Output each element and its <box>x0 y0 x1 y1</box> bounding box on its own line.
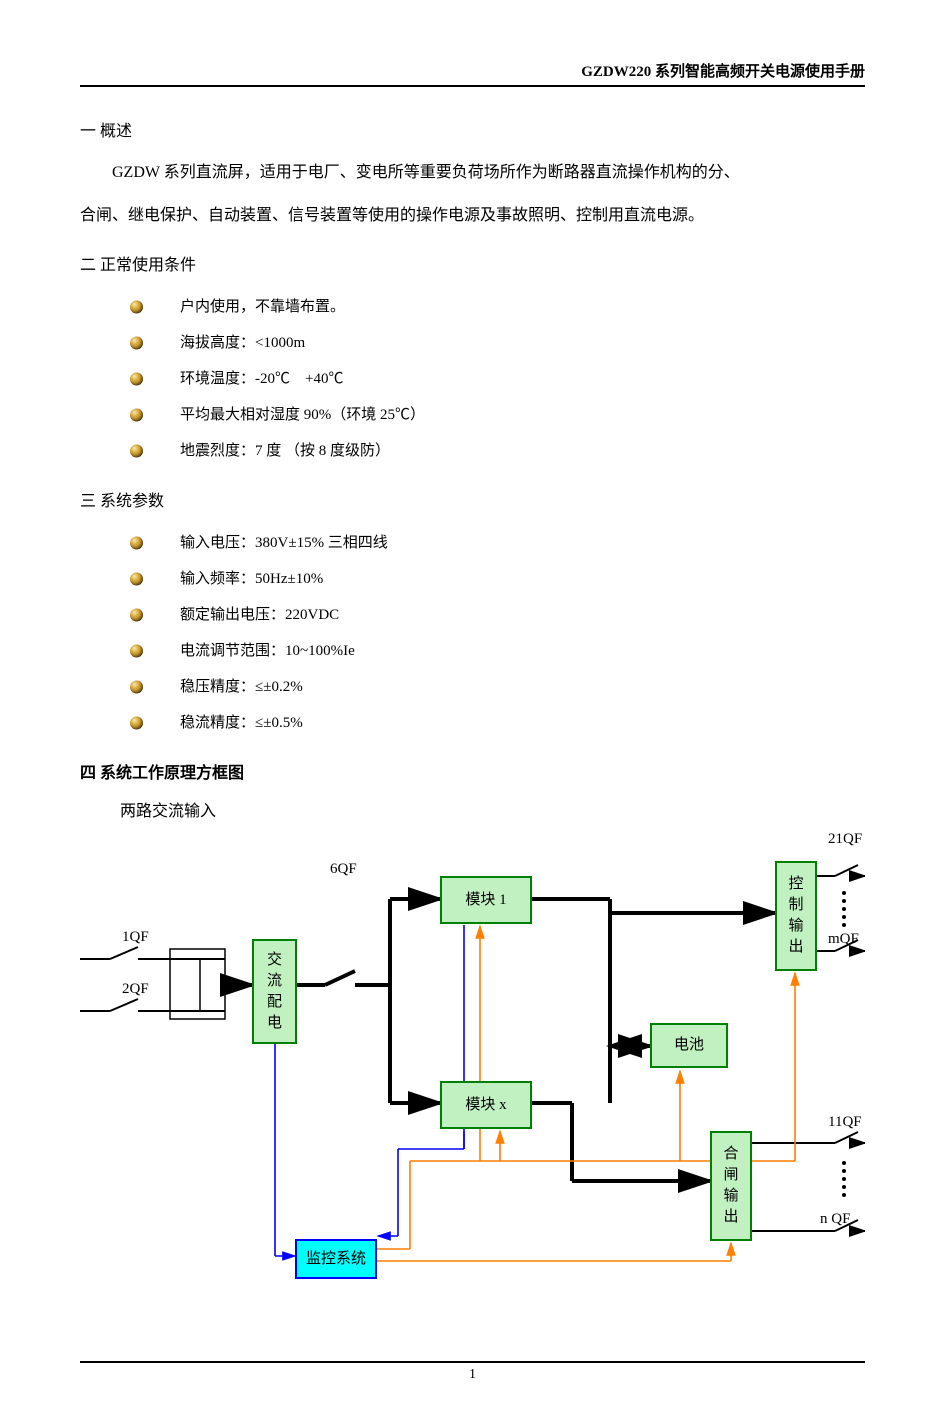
list-item-label: 输入频率：50Hz±10% <box>180 571 323 587</box>
list-item-label: 电流调节范围：10~100%Ie <box>180 643 355 659</box>
section-2-title: 二 正常使用条件 <box>80 251 865 275</box>
list-item: 地震烈度：7 度 （按 8 度级防） <box>130 433 865 469</box>
section-4-title: 四 系统工作原理方框图 <box>80 759 865 783</box>
diagram-caption: 两路交流输入 <box>120 797 865 821</box>
bullet-icon <box>130 445 143 458</box>
list-item-label: 额定输出电压：220VDC <box>180 607 339 623</box>
section-1-p1: GZDW 系列直流屏，适用于电厂、变电所等重要负荷场所作为断路器直流操作机构的分… <box>80 155 865 190</box>
list-item: 电流调节范围：10~100%Ie <box>130 633 865 669</box>
list-item-label: 地震烈度：7 度 （按 8 度级防） <box>180 443 390 459</box>
label-mqf: mQF <box>828 931 859 948</box>
section-2-list: 户内使用，不靠墙布置。 海拔高度：<1000m 环境温度：-20℃ +40℃ 平… <box>130 289 865 469</box>
node-control-output: 控制输出 <box>775 861 817 971</box>
list-item-label: 环境温度：-20℃ +40℃ <box>180 371 343 387</box>
bullet-icon <box>130 373 143 386</box>
list-item-label: 稳流精度：≤±0.5% <box>180 715 303 731</box>
node-module-1: 模块 1 <box>440 876 532 924</box>
section-3-title: 三 系统参数 <box>80 487 865 511</box>
page: GZDW220 系列智能高频开关电源使用手册 一 概述 GZDW 系列直流屏，适… <box>0 0 945 1423</box>
bullet-icon <box>130 301 143 314</box>
list-item: 环境温度：-20℃ +40℃ <box>130 361 865 397</box>
system-block-diagram: 1QF 2QF 6QF 21QF mQF 11QF n QF 交流配电 模块 1… <box>80 831 865 1311</box>
bullet-icon <box>130 717 143 730</box>
header-rule <box>80 85 865 87</box>
bullet-icon <box>130 337 143 350</box>
footer-rule <box>80 1361 865 1363</box>
list-item-label: 海拔高度：<1000m <box>180 335 305 351</box>
label-2qf: 2QF <box>122 981 149 998</box>
list-item: 输入电压：380V±15% 三相四线 <box>130 525 865 561</box>
page-number: 1 <box>80 1367 865 1383</box>
list-item-label: 平均最大相对湿度 90%（环境 25℃） <box>180 407 425 423</box>
list-item: 海拔高度：<1000m <box>130 325 865 361</box>
node-monitor-system: 监控系统 <box>295 1239 377 1279</box>
section-1-title: 一 概述 <box>80 117 865 141</box>
list-item-label: 输入电压：380V±15% 三相四线 <box>180 535 388 551</box>
section-3-list: 输入电压：380V±15% 三相四线 输入频率：50Hz±10% 额定输出电压：… <box>130 525 865 741</box>
label-6qf: 6QF <box>330 861 357 878</box>
bullet-icon <box>130 681 143 694</box>
bullet-icon <box>130 409 143 422</box>
list-item: 稳压精度：≤±0.2% <box>130 669 865 705</box>
header-title: GZDW220 系列智能高频开关电源使用手册 <box>80 60 865 81</box>
label-21qf: 21QF <box>828 831 862 848</box>
list-item-label: 户内使用，不靠墙布置。 <box>180 299 345 315</box>
vdots-icon <box>842 1161 846 1197</box>
list-item: 稳流精度：≤±0.5% <box>130 705 865 741</box>
list-item: 户内使用，不靠墙布置。 <box>130 289 865 325</box>
list-item: 平均最大相对湿度 90%（环境 25℃） <box>130 397 865 433</box>
node-battery: 电池 <box>650 1023 728 1068</box>
list-item: 输入频率：50Hz±10% <box>130 561 865 597</box>
label-nqf: n QF <box>820 1211 850 1228</box>
label-11qf: 11QF <box>828 1114 862 1131</box>
bullet-icon <box>130 573 143 586</box>
list-item-label: 稳压精度：≤±0.2% <box>180 679 303 695</box>
bullet-icon <box>130 645 143 658</box>
node-module-x: 模块 x <box>440 1081 532 1129</box>
list-item: 额定输出电压：220VDC <box>130 597 865 633</box>
bullet-icon <box>130 609 143 622</box>
node-close-output: 合闸输出 <box>710 1131 752 1241</box>
node-ac-distribution: 交流配电 <box>252 939 297 1044</box>
bullet-icon <box>130 537 143 550</box>
section-1-p2: 合闸、继电保护、自动装置、信号装置等使用的操作电源及事故照明、控制用直流电源。 <box>80 198 865 233</box>
vdots-icon <box>842 891 846 927</box>
label-1qf: 1QF <box>122 929 149 946</box>
